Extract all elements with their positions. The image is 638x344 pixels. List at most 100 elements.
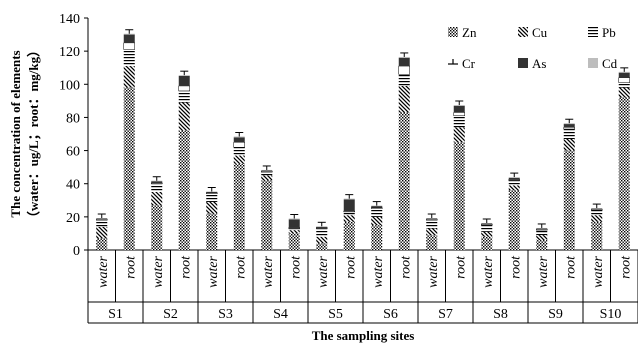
- x-category-label: water: [591, 255, 606, 287]
- bar-segment-zn: [591, 221, 603, 250]
- bar-segment-cu: [426, 228, 438, 236]
- site-label: S1: [108, 307, 123, 322]
- bar-segment-zn: [426, 235, 438, 250]
- x-category-label: root: [233, 255, 248, 279]
- bar-segment-zn: [178, 130, 190, 250]
- bar-segment-as: [536, 228, 548, 230]
- bar-segment-pb: [233, 147, 245, 156]
- bar-segment-pb: [178, 90, 190, 103]
- bar-segment-as: [123, 34, 135, 43]
- bar-segment-cr: [536, 229, 548, 231]
- bar-segment-cu: [371, 216, 383, 226]
- legend-label: As: [532, 56, 546, 71]
- bar-segment-cr: [481, 224, 493, 226]
- bar-segment-cu: [233, 155, 245, 164]
- legend-swatch-pb: [588, 27, 598, 37]
- bar-segment-zn: [316, 243, 328, 250]
- bar-segment-zn: [343, 221, 355, 250]
- y-tick-label: 20: [66, 211, 80, 226]
- bar-segment-pb: [316, 228, 328, 237]
- bar-segment-cu: [96, 226, 108, 239]
- bar-segment-cu: [536, 235, 548, 241]
- bar-segment-cu: [178, 102, 190, 131]
- bar-segment-pb: [343, 211, 355, 216]
- bar-segment-pb: [426, 220, 438, 229]
- legend-label: Zn: [462, 25, 477, 40]
- bar-segment-pb: [288, 228, 300, 231]
- bar-segment-cd: [508, 177, 520, 178]
- bar-segment-cd: [371, 205, 383, 207]
- bar-segment-cu: [398, 85, 410, 113]
- x-category-label: root: [123, 255, 138, 279]
- bar-segment-zn: [371, 225, 383, 250]
- bar-segment-zn: [206, 213, 218, 250]
- bar-segment-as: [316, 226, 328, 228]
- bar-segment-cd: [261, 169, 273, 171]
- x-category-label: root: [398, 255, 413, 279]
- bar-segment-as: [261, 170, 273, 172]
- x-category-label: water: [316, 255, 331, 287]
- site-label: S10: [600, 307, 622, 322]
- x-category-label: water: [371, 255, 386, 287]
- legend-label: Cd: [602, 56, 618, 71]
- bar-segment-cu: [206, 201, 218, 214]
- x-category-label: water: [261, 255, 276, 287]
- legend-swatch-zn: [448, 27, 458, 37]
- bar-segment-zn: [261, 180, 273, 250]
- bar-segment-as: [371, 206, 383, 208]
- bar-segment-as: [233, 137, 245, 143]
- bar-segment-cr: [316, 227, 328, 229]
- bar-segment-cu: [481, 231, 493, 237]
- bar-segment-as: [508, 177, 520, 180]
- bar-segment-as: [178, 76, 190, 86]
- bar-segment-zn: [123, 87, 135, 250]
- bar-segment-cr: [618, 77, 630, 83]
- site-label: S9: [548, 307, 563, 322]
- bar-segment-cu: [316, 236, 328, 244]
- site-label: S5: [328, 307, 343, 322]
- y-axis-title-line2: （water：ug/L；root：mg/kg）: [26, 44, 42, 224]
- bar-segment-zn: [96, 238, 108, 250]
- bar-segment-cu: [618, 87, 630, 98]
- bar-segment-cr: [123, 42, 135, 50]
- bar-segment-zn: [563, 150, 575, 250]
- x-category-label: root: [178, 255, 193, 279]
- bar-segment-cr: [563, 127, 575, 130]
- bar-segment-cd: [206, 191, 218, 193]
- x-category-label: water: [426, 255, 441, 287]
- bar-segment-pb: [371, 208, 383, 217]
- bar-segment-as: [288, 219, 300, 228]
- bar-segment-pb: [96, 220, 108, 227]
- site-label: S8: [493, 307, 508, 322]
- x-category-label: root: [618, 255, 633, 279]
- bar-segment-as: [481, 223, 493, 225]
- bar-segment-cd: [343, 198, 355, 200]
- site-label: S3: [218, 307, 233, 322]
- bar-segment-pb: [591, 210, 603, 216]
- y-tick-label: 100: [59, 78, 80, 93]
- bar-segment-as: [426, 218, 438, 220]
- bar-segment-cu: [261, 175, 273, 181]
- y-tick-label: 140: [59, 12, 80, 27]
- y-tick-label: 0: [73, 244, 80, 259]
- bar-segment-cr: [151, 182, 163, 184]
- bar-segment-cu: [508, 185, 520, 191]
- bar-segment-pb: [481, 225, 493, 232]
- bar-segment-cr: [96, 219, 108, 221]
- site-label: S2: [163, 307, 178, 322]
- bar-segment-cd: [151, 180, 163, 182]
- bar-segment-cu: [343, 215, 355, 222]
- bar-segment-zn: [151, 205, 163, 250]
- bar-segment-cu: [151, 192, 163, 206]
- bar-segment-as: [453, 105, 465, 113]
- x-category-label: water: [536, 255, 551, 287]
- bar-segment-cr: [426, 219, 438, 221]
- bar-segment-pb: [453, 115, 465, 128]
- bar-segment-cr: [233, 142, 245, 148]
- bar-segment-pb: [618, 82, 630, 88]
- bar-segment-cr: [206, 192, 218, 194]
- bar-segment-zn: [481, 236, 493, 250]
- bar-segment-cr: [508, 179, 520, 181]
- bar-segment-cd: [563, 123, 575, 125]
